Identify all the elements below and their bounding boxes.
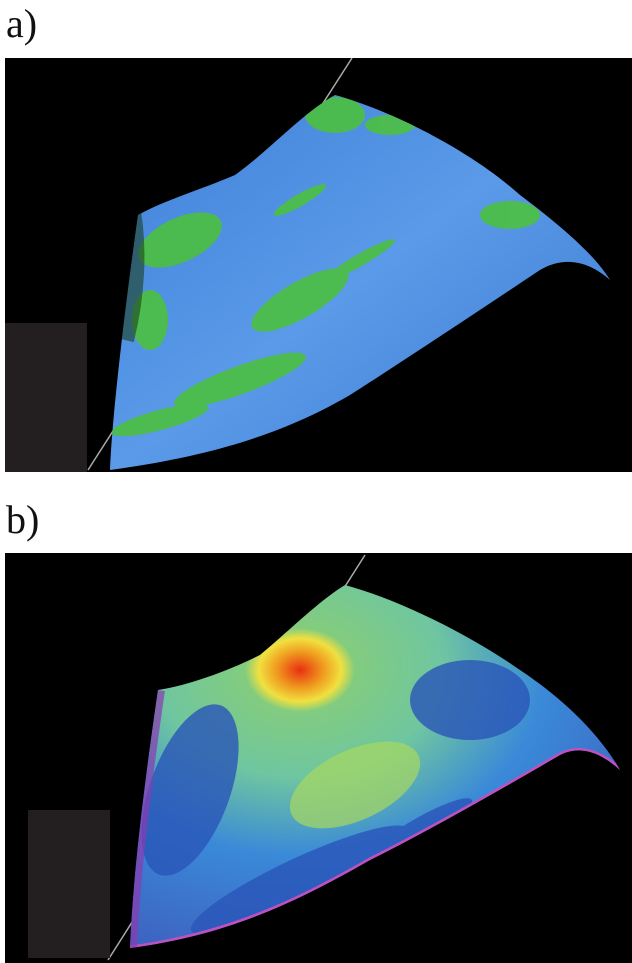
overlay-box	[28, 810, 110, 958]
panel-label: b)	[6, 500, 39, 540]
panel-a-image	[0, 58, 632, 473]
overlay-box	[5, 323, 87, 472]
panel-label: a)	[6, 4, 37, 44]
panel-b-image	[0, 553, 632, 963]
figure: a) b	[0, 0, 632, 963]
